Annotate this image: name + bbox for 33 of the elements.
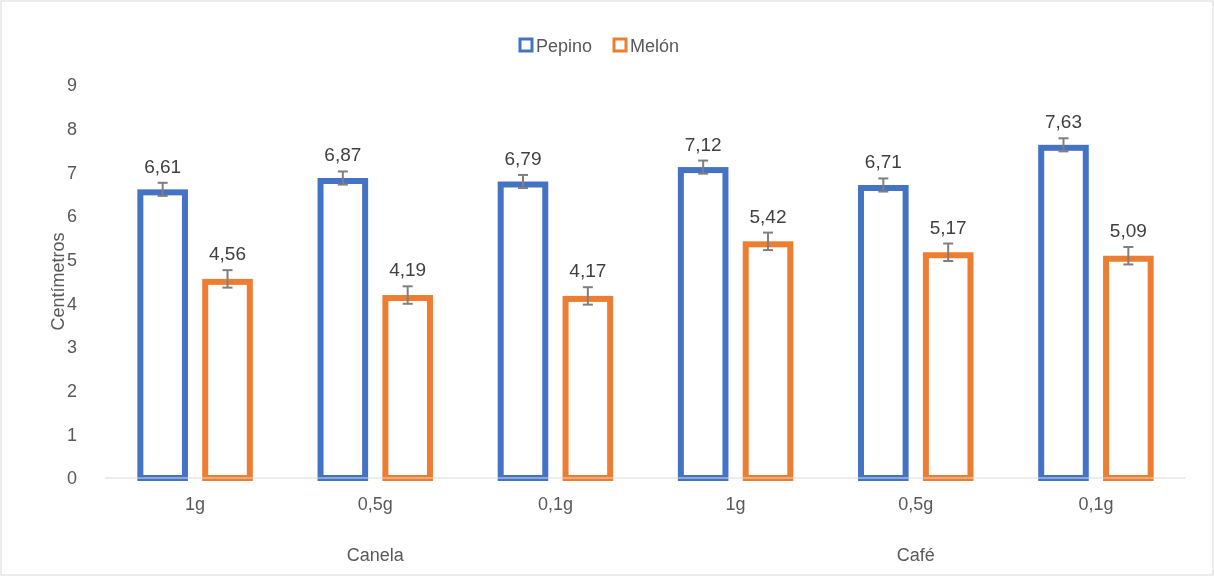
y-tick-label: 6 [66, 206, 77, 227]
x-tick-label: 0,5g [357, 494, 393, 514]
data-label: 6,79 [504, 147, 542, 169]
x-tick-label: 0,5g [898, 494, 934, 514]
data-label: 6,61 [144, 155, 182, 177]
data-label: 5,09 [1109, 220, 1147, 241]
y-tick-label: 0 [66, 468, 77, 489]
y-tick-label: 7 [66, 162, 77, 183]
legend-label: Pepino [536, 36, 593, 57]
data-label: 7,63 [1044, 111, 1082, 133]
x-tick-label: 0,1g [537, 494, 573, 514]
y-tick-label: 2 [66, 380, 77, 401]
y-tick-label: 5 [66, 249, 77, 270]
data-label: 5,42 [749, 205, 787, 227]
data-label: 7,12 [684, 133, 722, 155]
data-label: 6,71 [864, 151, 902, 173]
y-tick-label: 4 [66, 293, 77, 314]
y-axis-title: Centímetros [48, 232, 68, 331]
text: Canela [346, 545, 405, 565]
x-tick-label: 0,1g [1078, 494, 1114, 514]
data-label: 4,17 [569, 260, 607, 282]
x-tick-label: 1g [725, 494, 746, 514]
data-label: 4,56 [209, 243, 247, 265]
data-label: 5,17 [929, 216, 967, 238]
y-tick-label: 8 [66, 118, 77, 139]
x-tick-label: 1g [185, 494, 206, 514]
y-tick-label: 9 [66, 75, 77, 96]
data-label: 4,19 [389, 259, 427, 281]
data-label: 6,87 [324, 144, 362, 166]
y-tick-label: 1 [66, 424, 77, 445]
text: Café [896, 545, 935, 565]
legend-label: Melón [630, 36, 680, 57]
y-tick-label: 3 [66, 337, 77, 358]
